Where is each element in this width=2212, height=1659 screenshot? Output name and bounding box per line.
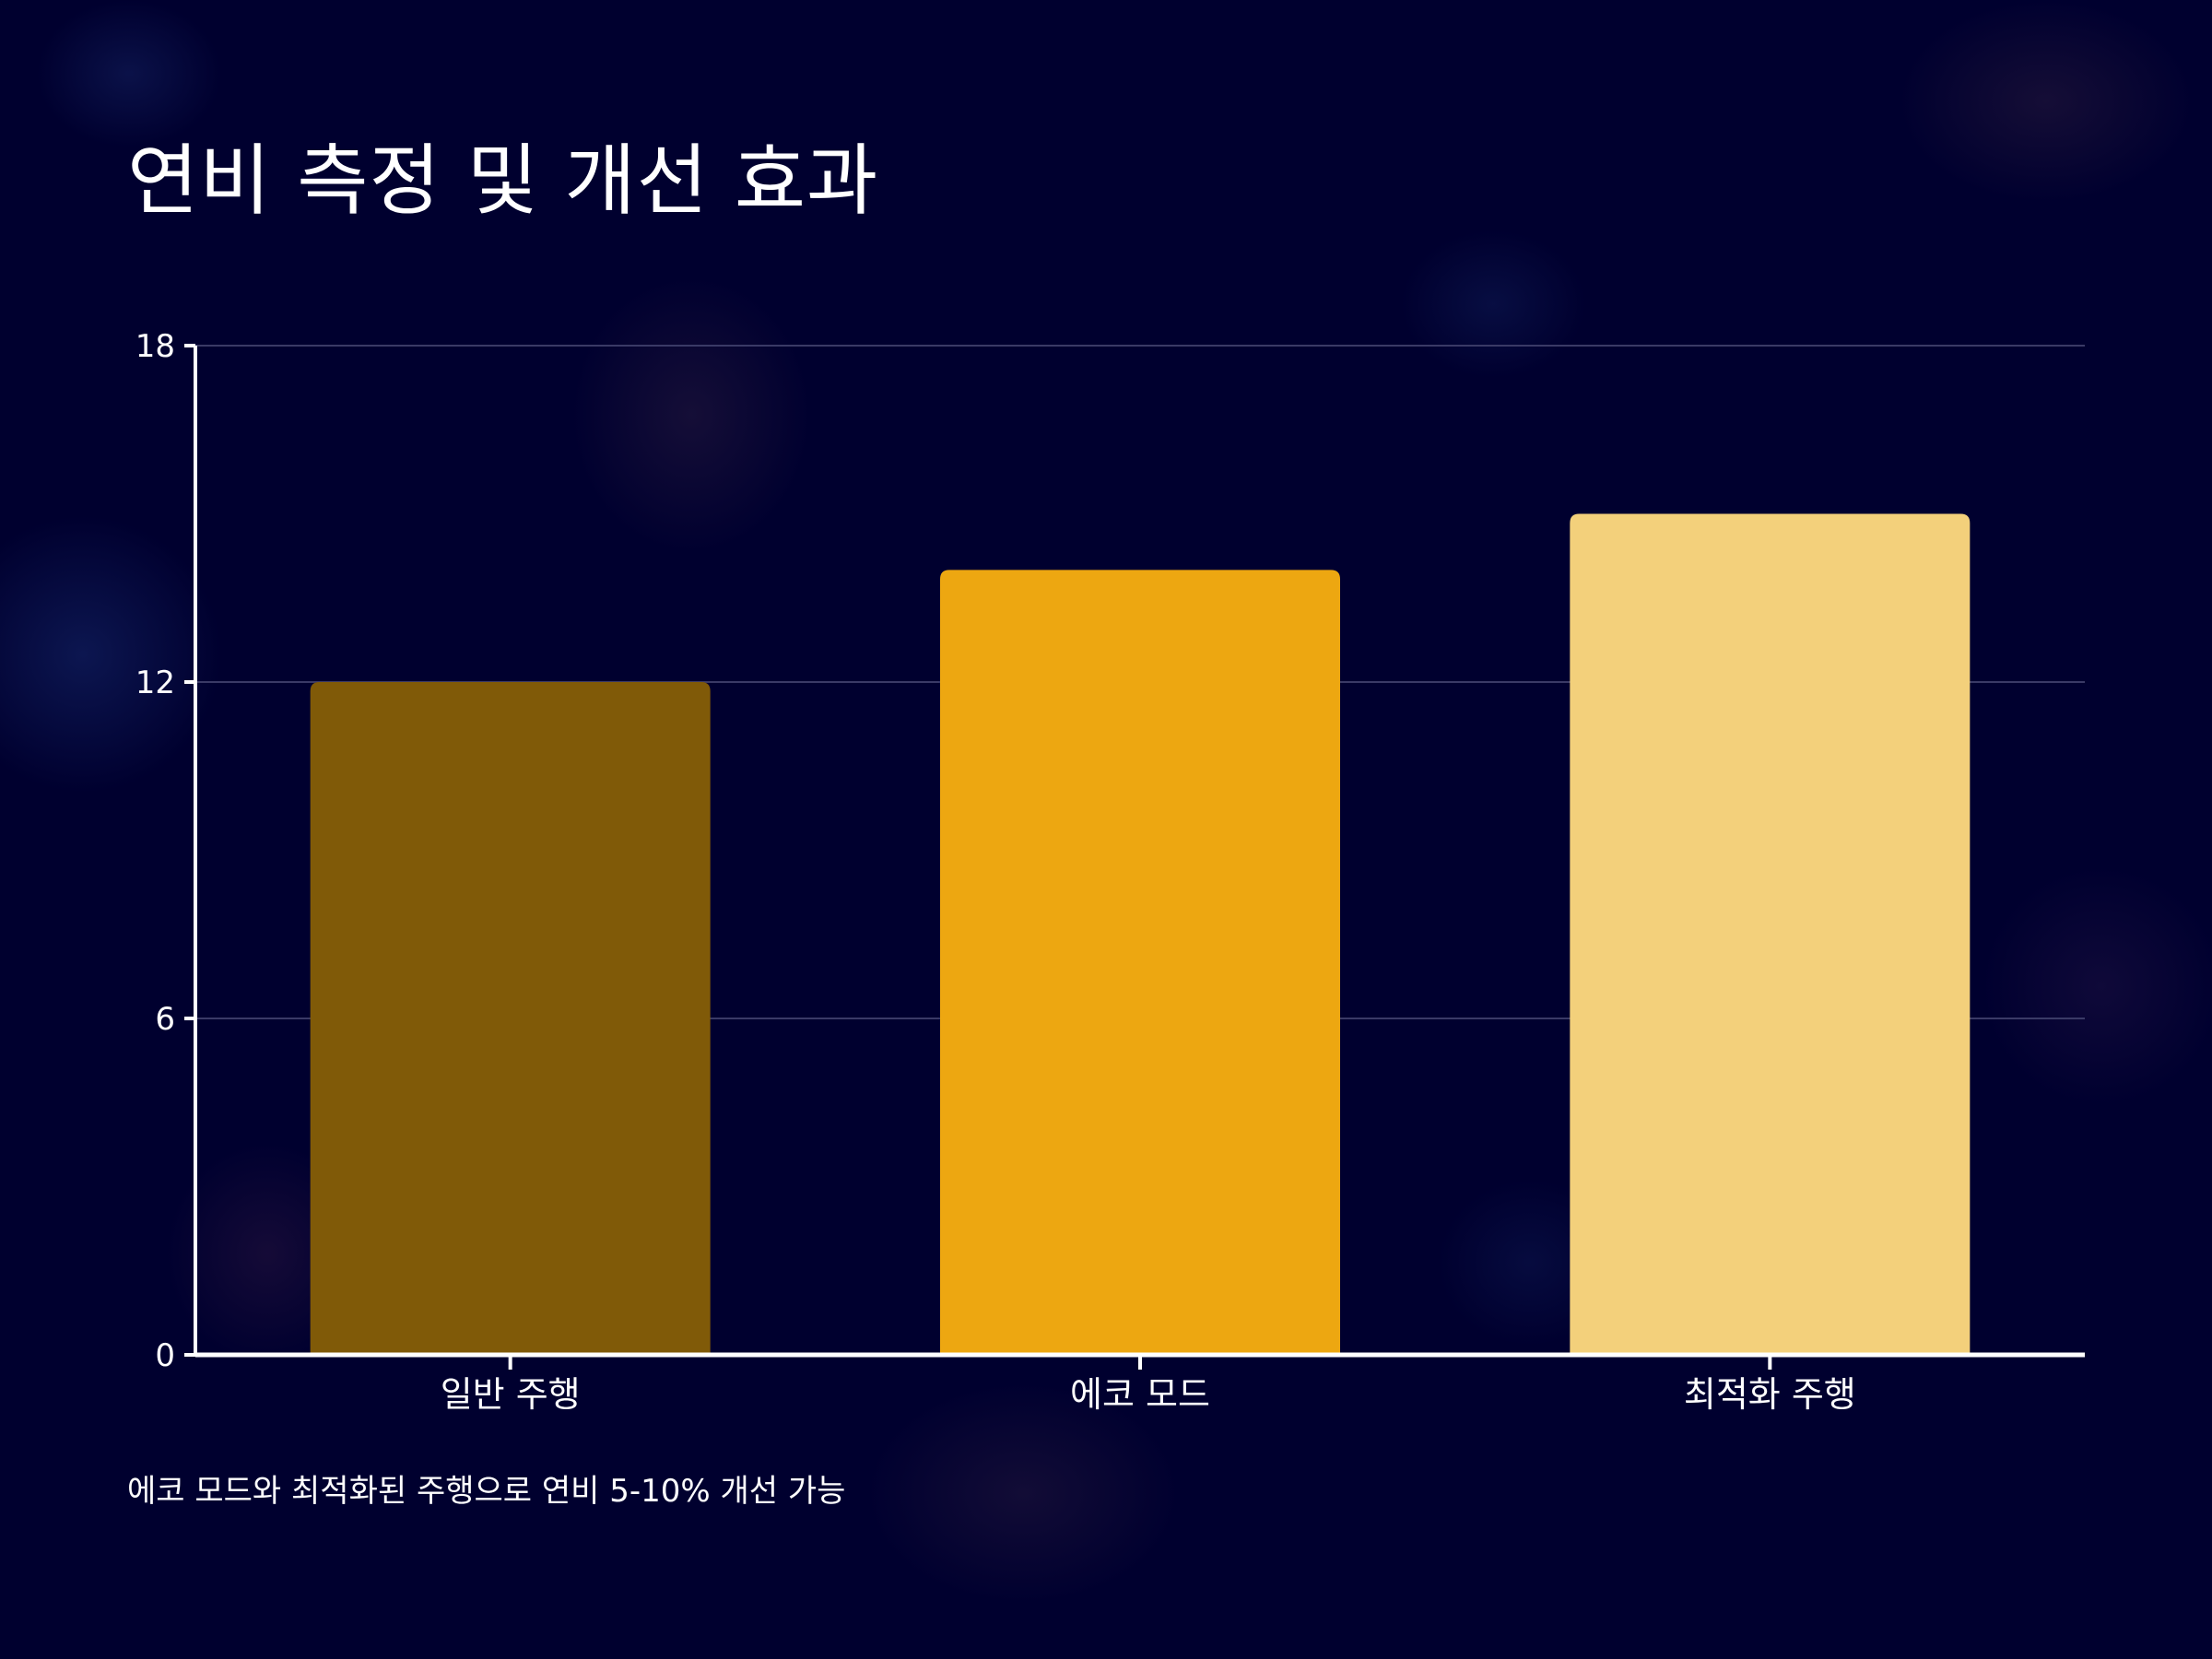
bar-1 bbox=[310, 682, 711, 1355]
y-tick-label: 12 bbox=[135, 665, 175, 701]
x-category-label: 에코 모드 bbox=[1070, 1374, 1210, 1415]
y-tick-label: 18 bbox=[135, 328, 175, 365]
slide-title: 연비 측정 및 개선 효과 bbox=[127, 135, 879, 226]
x-category-label: 일반 주행 bbox=[441, 1374, 581, 1415]
chart-caption: 에코 모드와 최적화된 주행으로 연비 5-10% 개선 가능 bbox=[127, 1473, 846, 1510]
axis-labels: 0 6 12 18 일반 주행 에코 모드 최적화 주행 bbox=[135, 328, 1856, 1415]
x-category-label: 최적화 주행 bbox=[1684, 1374, 1856, 1415]
bar-3 bbox=[1570, 513, 1971, 1355]
bars bbox=[310, 513, 1971, 1355]
y-tick-label: 0 bbox=[155, 1337, 175, 1374]
bar-2 bbox=[940, 570, 1340, 1355]
y-tick-label: 6 bbox=[155, 1001, 175, 1038]
axes bbox=[184, 344, 2085, 1370]
